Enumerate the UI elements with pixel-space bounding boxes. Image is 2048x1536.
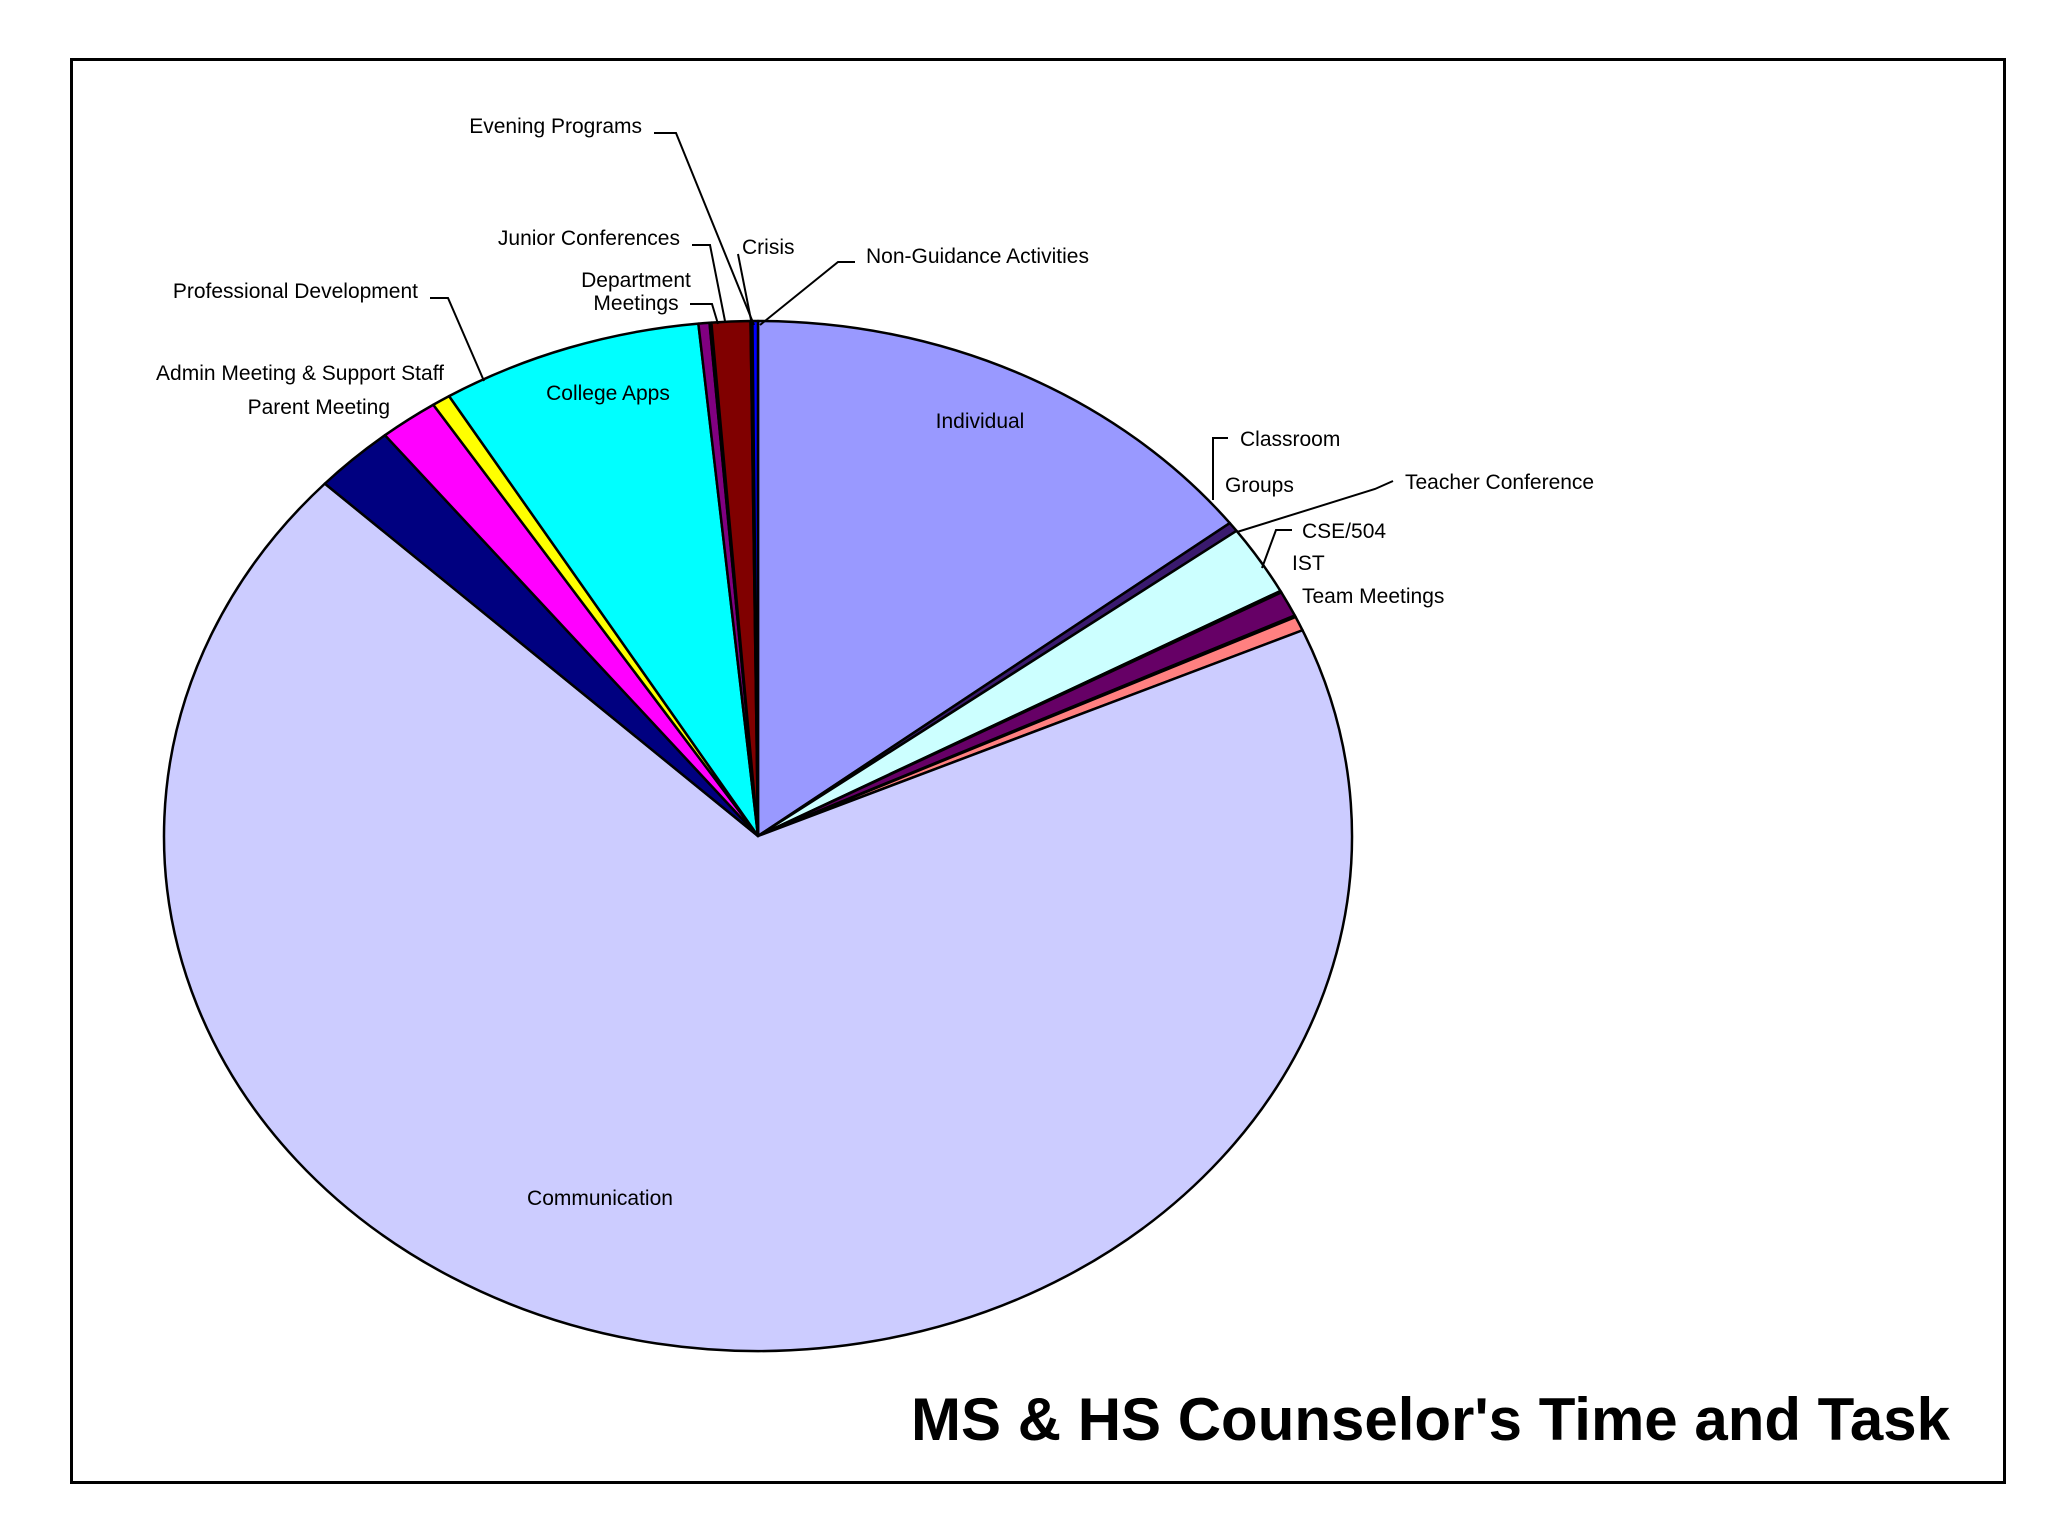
label-admin-meeting-support-staff: Admin Meeting & Support Staff [156, 362, 444, 385]
leader-teacher-conference [1236, 480, 1394, 533]
leader-professional-development [430, 297, 485, 382]
leader-junior-conferences [692, 244, 726, 322]
label-team-meetings: Team Meetings [1302, 585, 1444, 608]
label-junior-conferences: Junior Conferences [498, 227, 680, 250]
chart-frame [70, 58, 2006, 1484]
slice-communication [162, 482, 1354, 1353]
label-evening-programs: Evening Programs [469, 115, 642, 138]
label-communication: Communication [527, 1187, 673, 1210]
leader-cse-504 [1261, 529, 1292, 569]
label-groups: Groups [1225, 474, 1294, 497]
label-parent-meeting: Parent Meeting [248, 396, 390, 419]
leader-evening-programs [654, 132, 755, 326]
label-classroom: Classroom [1240, 428, 1340, 451]
leader-department-meetings [690, 303, 719, 325]
leader-lines [430, 132, 1394, 569]
slice-labels: Individual Classroom Groups Teacher Confere… [156, 115, 1594, 1210]
label-ist: IST [1292, 552, 1325, 575]
label-department-meetings: Department Meetings [581, 269, 691, 315]
chart-title: MS & HS Counselor's Time and Task [911, 1386, 1951, 1453]
slice-college-apps [447, 322, 760, 838]
label-non-guidance-activities: Non-Guidance Activities [866, 245, 1089, 268]
leader-classroom [1212, 437, 1228, 500]
leader-non-guidance-activities [759, 261, 855, 326]
label-teacher-conference: Teacher Conference [1405, 471, 1594, 494]
label-cse-504: CSE/504 [1302, 520, 1386, 543]
label-individual: Individual [936, 410, 1025, 433]
label-crisis: Crisis [742, 236, 795, 259]
label-college-apps: College Apps [546, 382, 670, 405]
pie-slices [162, 319, 1354, 1353]
slice-individual [756, 319, 1232, 838]
label-professional-development: Professional Development [173, 280, 418, 303]
